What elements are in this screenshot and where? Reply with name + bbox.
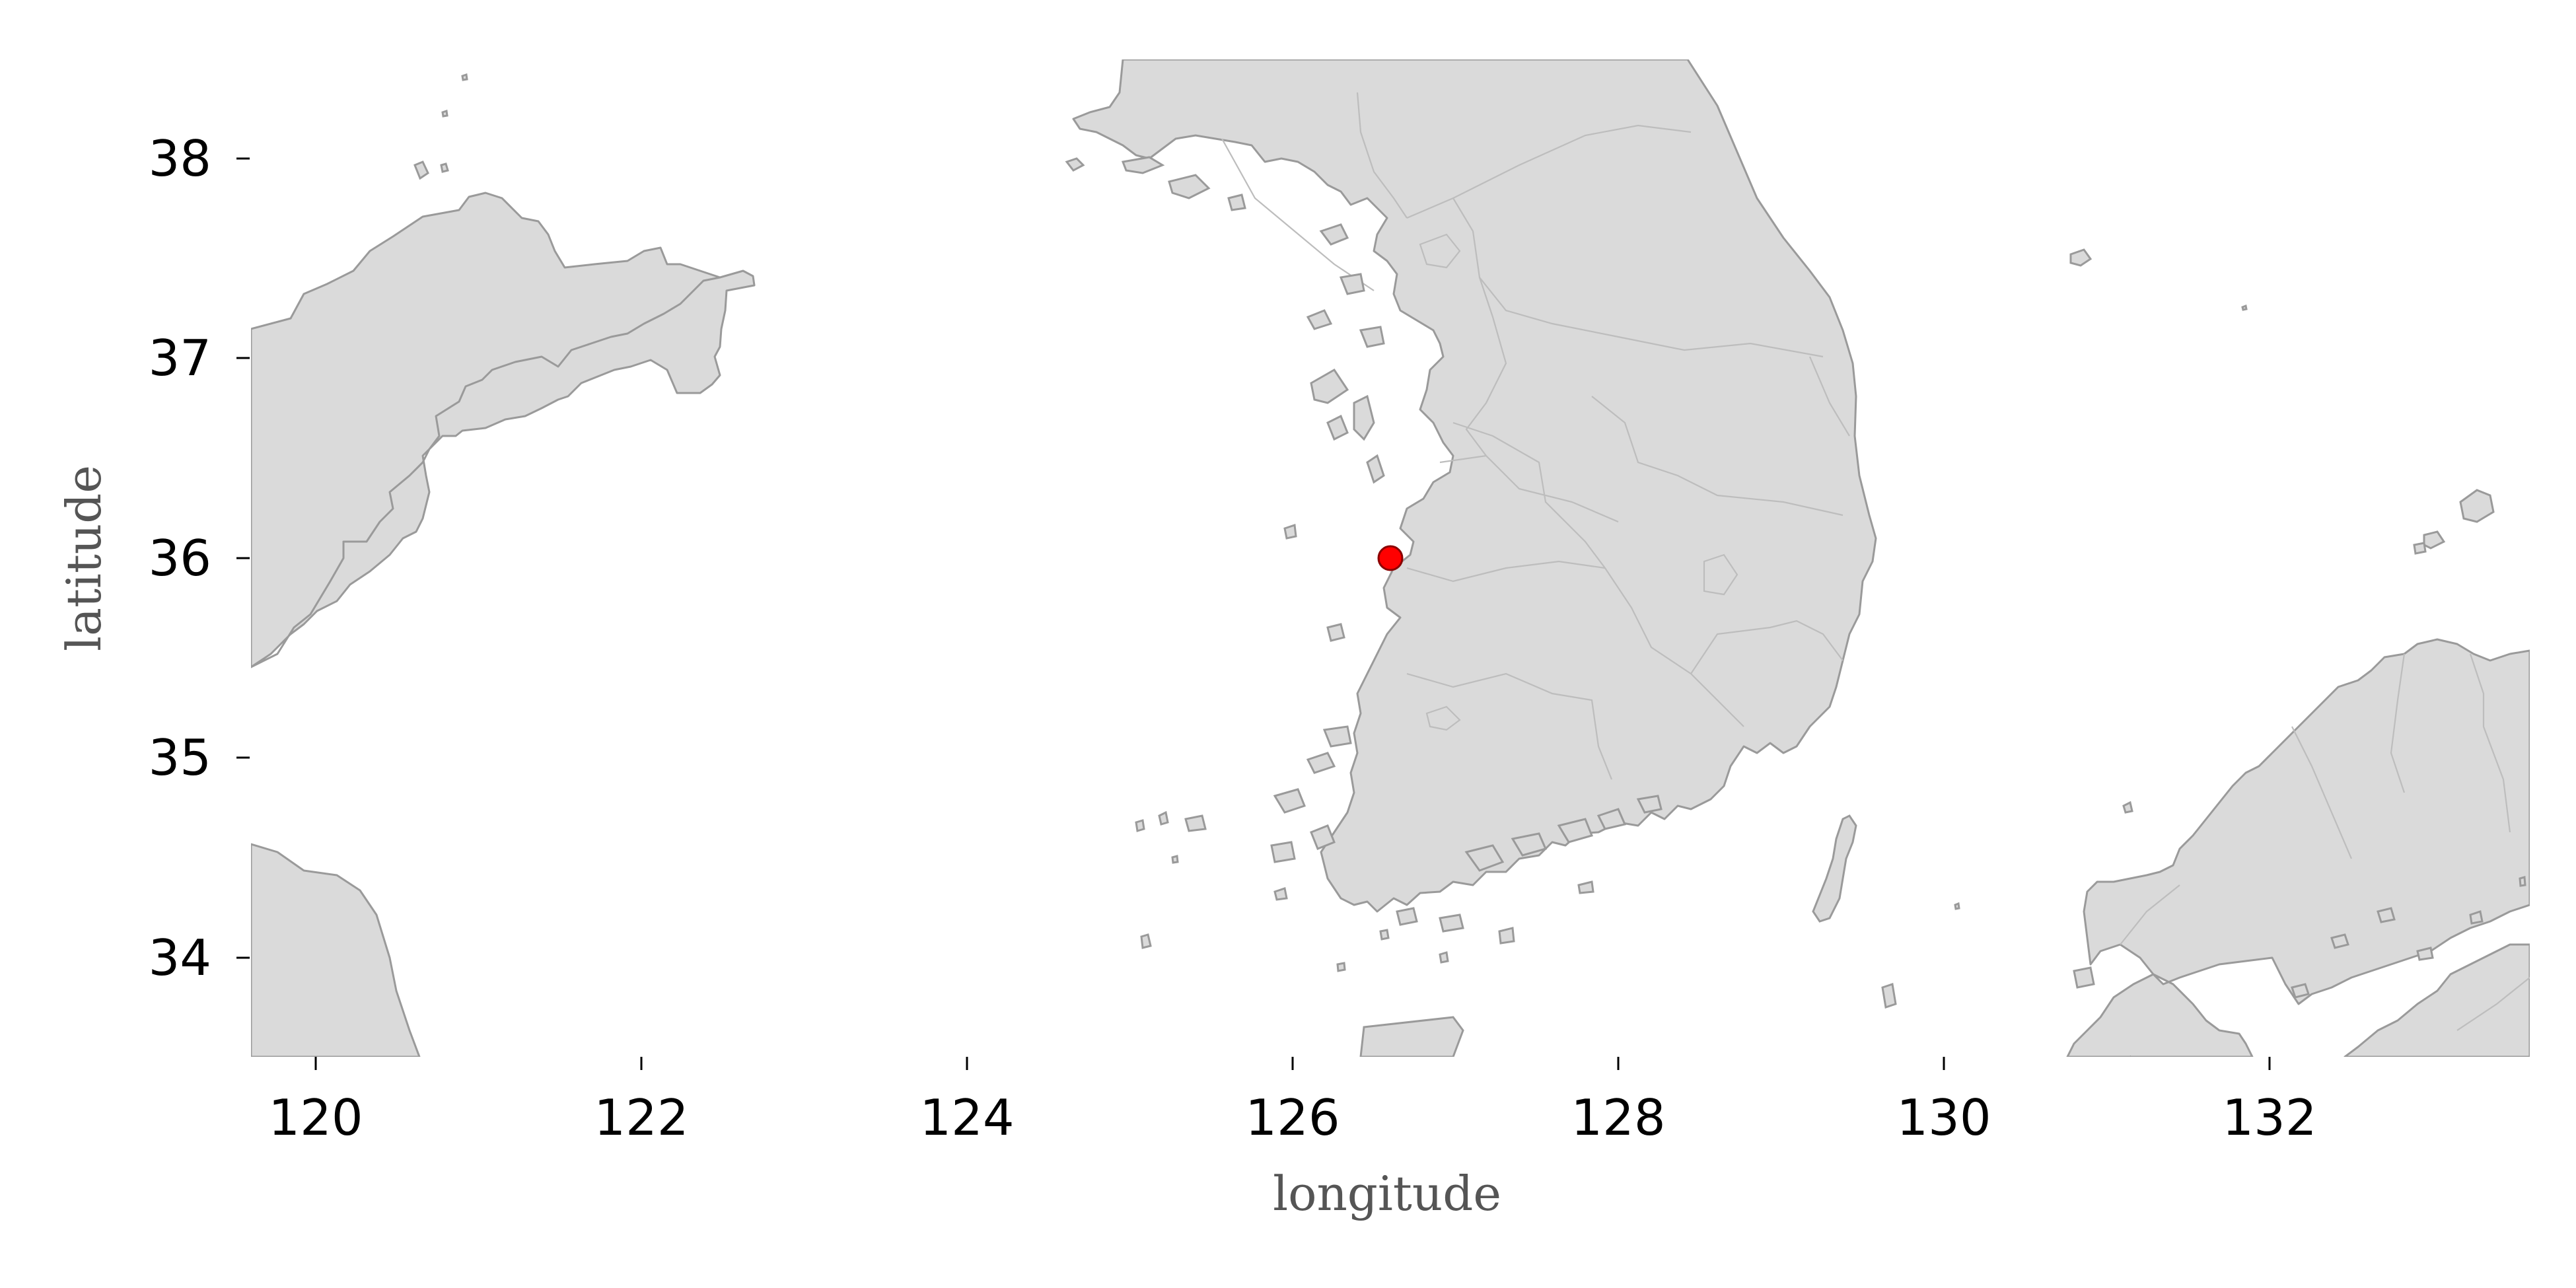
islands-korea-west — [1065, 156, 1515, 972]
x-axis: 120 122 124 126 128 130 132 — [268, 1057, 2317, 1147]
y-axis-title: latitude — [56, 465, 112, 651]
land-liaodong-peninsula — [251, 192, 756, 668]
y-tick-label: 35 — [149, 729, 211, 787]
location-marker[interactable] — [1377, 545, 1404, 571]
land-detail-inner — [1419, 233, 1738, 731]
land-china-southwest — [251, 843, 421, 1057]
island-dokdo — [2241, 304, 2248, 311]
islands-yellow-sea — [413, 73, 1464, 1057]
y-axis: 38 37 36 35 34 — [149, 129, 250, 987]
island-tsushima — [1812, 814, 1857, 923]
island-ulleungdo — [2069, 248, 2093, 267]
border-lines-korea — [1221, 92, 1850, 780]
y-tick-label: 34 — [149, 929, 211, 987]
x-tick-label: 126 — [1245, 1089, 1340, 1147]
map-area[interactable] — [251, 59, 2530, 1063]
y-tick-label: 38 — [149, 129, 211, 188]
x-tick-label: 128 — [1571, 1089, 1665, 1147]
x-axis-title: longitude — [1273, 1166, 1501, 1221]
border-lines-japan — [2120, 653, 2530, 1031]
x-tick-label: 132 — [2222, 1089, 2316, 1147]
x-tick-label: 122 — [594, 1089, 688, 1147]
x-tick-label: 124 — [919, 1089, 1014, 1147]
land-japan — [2066, 638, 2530, 1057]
y-tick-label: 36 — [149, 529, 211, 587]
x-tick-label: 120 — [268, 1089, 363, 1147]
islands-japan-north — [2413, 489, 2495, 555]
islands-korea-south — [1464, 795, 1663, 894]
islands-seto-inland-sea — [1881, 801, 2526, 1057]
land-korean-peninsula — [1072, 59, 1877, 913]
y-tick-label: 37 — [149, 329, 211, 387]
x-tick-label: 130 — [1896, 1089, 1991, 1147]
